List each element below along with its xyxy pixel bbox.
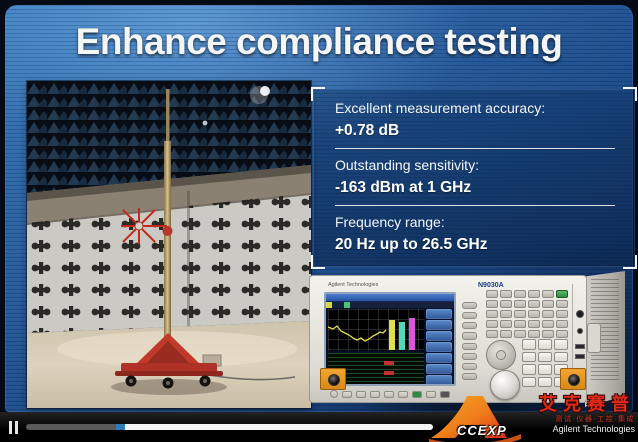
spec-accuracy-value: +0.78 dB <box>335 122 400 139</box>
display-control-buttons <box>330 390 458 398</box>
spec-sensitivity-value: -163 dBm at 1 GHz <box>335 179 472 196</box>
connector-panel <box>572 284 586 396</box>
presentation-slide: Enhance compliance testing <box>5 5 637 414</box>
progress-bar[interactable] <box>26 424 433 430</box>
rotary-knob <box>490 370 520 400</box>
spec-sensitivity-label: Outstanding sensitivity: <box>335 157 479 173</box>
slide-title: Enhance compliance testing <box>75 21 563 62</box>
divider <box>335 205 615 206</box>
brand-tagline-cn: 测试·仪器·工控·集成 <box>555 416 635 423</box>
softkey-menu-labels <box>426 309 452 384</box>
screen-titlebar <box>326 294 454 302</box>
bracket-bottom-left-icon <box>311 255 325 269</box>
bracket-top-right-icon <box>623 87 637 101</box>
specs-panel: Excellent measurement accuracy: +0.78 dB… <box>311 87 637 269</box>
analyzer-brand-label: Agilent Technologies <box>328 282 379 288</box>
spec-frequency-label: Frequency range: <box>335 214 445 230</box>
probe-connector <box>577 328 583 334</box>
chamber-illustration <box>27 81 311 408</box>
accexp-logo-text: CCEXP <box>457 423 507 438</box>
analyzer-screen <box>324 292 456 386</box>
analyzer-side-panel <box>585 271 625 407</box>
pause-button[interactable] <box>8 421 20 434</box>
signal-analyzer-photo: Agilent Technologies N9030A <box>305 271 627 414</box>
accexp-logo-icon <box>429 396 521 442</box>
usb-port <box>575 344 585 349</box>
analyzer-front-panel: Agilent Technologies N9030A <box>309 275 587 403</box>
bracket-bottom-right-icon <box>623 255 637 269</box>
brand-name-cn: 艾克赛普 <box>539 394 635 414</box>
spec-accuracy-label: Excellent measurement accuracy: <box>335 100 546 116</box>
softkey-buttons <box>462 302 477 380</box>
usb-port <box>575 354 585 359</box>
player-control-bar <box>0 412 638 442</box>
rf-input-connector <box>560 368 586 390</box>
spec-sensitivity: Outstanding sensitivity: -163 dBm at 1 G… <box>335 157 621 197</box>
anechoic-chamber-photo <box>27 81 311 408</box>
spec-accuracy: Excellent measurement accuracy: +0.78 dB <box>335 100 621 140</box>
arrow-center-key <box>496 350 506 360</box>
table-highlight <box>384 371 394 375</box>
analyzer-model-label: N9030A <box>478 282 504 289</box>
accexp-watermark: CCEXP 艾克赛普 测试·仪器·工控·集成 Agilent Technolog… <box>423 386 638 442</box>
analyzer-handle <box>587 323 601 353</box>
n-connector-icon <box>568 374 580 386</box>
arrow-keypad <box>486 340 516 370</box>
rf-output-connector <box>320 368 346 390</box>
screen-toolbar <box>326 302 454 308</box>
bracket-top-left-icon <box>311 87 325 101</box>
n-connector-icon <box>328 374 340 386</box>
spectrum-plot <box>328 309 424 351</box>
bnc-connector <box>576 310 584 318</box>
progress-played <box>26 424 116 430</box>
spec-frequency-range: Frequency range: 20 Hz up to 26.5 GHz <box>335 214 621 254</box>
spec-frequency-value: 20 Hz up to 26.5 GHz <box>335 236 488 253</box>
divider <box>335 148 615 149</box>
progress-remaining <box>124 424 433 430</box>
function-key-grid <box>486 290 568 338</box>
progress-playhead[interactable] <box>115 424 125 430</box>
table-highlight <box>384 361 394 365</box>
partner-name: Agilent Technologies <box>552 424 635 434</box>
